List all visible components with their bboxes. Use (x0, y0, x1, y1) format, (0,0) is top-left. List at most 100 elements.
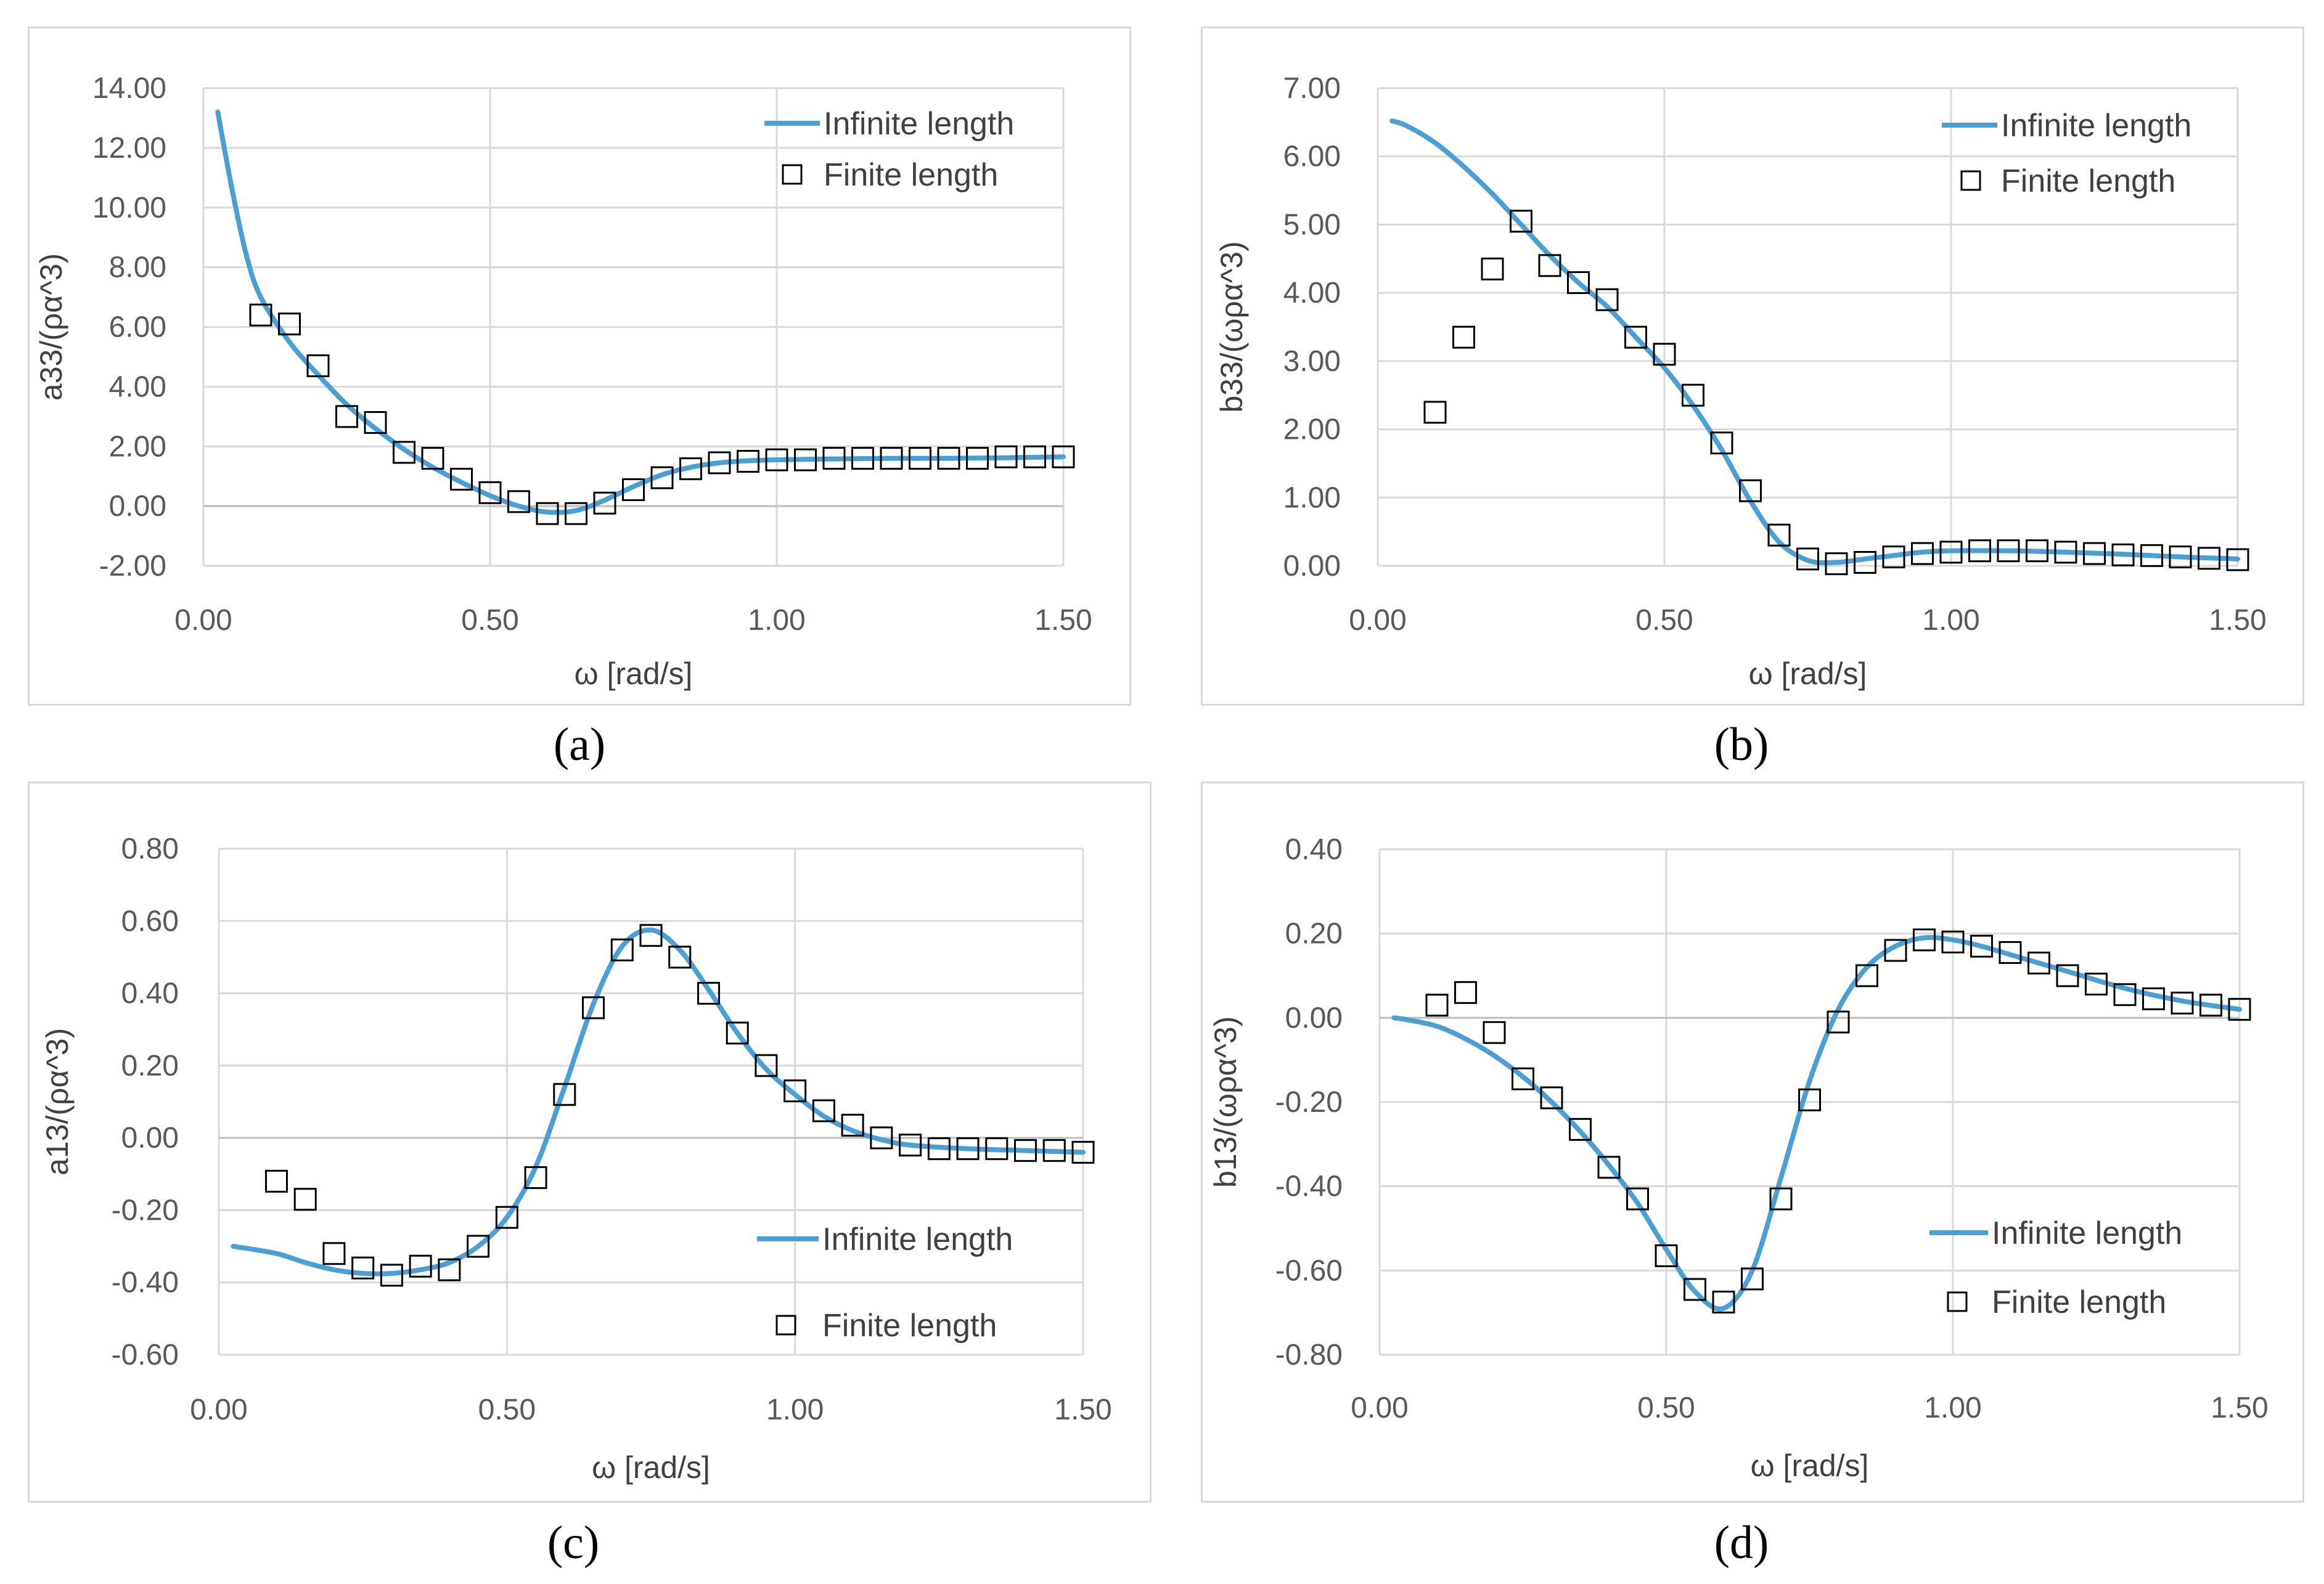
x-tick-label: 1.00 (1922, 604, 1979, 637)
legend-label-finite-length: Finite length (824, 157, 998, 193)
data-point-finite-length (909, 447, 931, 470)
data-point-finite-length (1538, 254, 1561, 277)
data-point-finite-length (2026, 539, 2048, 563)
data-point-finite-length (2085, 973, 2108, 996)
y-tick-label: 0.20 (1285, 918, 1343, 950)
data-point-finite-length (1970, 934, 1993, 958)
y-tick-label: -0.40 (1275, 1170, 1343, 1203)
data-point-finite-length (2083, 542, 2106, 565)
data-point-finite-length (812, 1099, 835, 1122)
data-point-finite-length (1595, 288, 1619, 311)
y-tick-label: 1.00 (1283, 481, 1341, 514)
y-tick-label: 12.00 (92, 132, 166, 165)
data-point-finite-length (2054, 541, 2077, 564)
chart-panel-b (1201, 27, 2304, 706)
data-point-finite-length (784, 1079, 807, 1103)
data-point-finite-length (335, 405, 358, 428)
data-point-finite-length (1023, 445, 1046, 468)
data-point-finite-length (1796, 547, 1819, 571)
data-point-finite-length (1052, 445, 1075, 468)
data-point-finite-length (956, 1137, 980, 1161)
y-tick-label: -0.60 (1275, 1254, 1343, 1287)
legend-label-infinite-length: Infinite length (824, 106, 1014, 142)
data-point-finite-length (794, 448, 817, 472)
y-tick-label: 2.00 (1283, 414, 1341, 446)
x-tick-label: 0.00 (1351, 1392, 1408, 1424)
data-point-finite-length (1512, 1067, 1534, 1090)
caption-a: (a) (553, 719, 606, 770)
data-point-finite-length (1712, 1291, 1735, 1314)
series-line-infinite-length (231, 927, 1086, 1276)
legend-label-infinite-length: Infinite length (822, 1222, 1013, 1257)
x-tick-label: 1.00 (1924, 1392, 1981, 1424)
y-tick-label: 0.00 (109, 490, 166, 523)
y-tick-label: -0.20 (112, 1194, 179, 1227)
x-tick-label: 0.00 (190, 1394, 247, 1426)
y-tick-label: 3.00 (1283, 345, 1341, 378)
data-point-finite-length (1741, 1267, 1764, 1291)
data-point-finite-length (1626, 1187, 1649, 1210)
data-point-finite-length (755, 1054, 778, 1077)
data-point-finite-length (2199, 994, 2222, 1017)
y-tick-label: 7.00 (1283, 72, 1341, 105)
legend-label-infinite-length: Infinite length (1992, 1215, 2182, 1251)
data-point-finite-length (409, 1254, 432, 1278)
x-tick-label: 1.00 (748, 604, 805, 637)
data-point-finite-length (708, 451, 731, 475)
y-tick-label: 0.40 (121, 978, 179, 1010)
data-point-finite-length (1567, 271, 1590, 295)
data-point-finite-length (2228, 998, 2251, 1021)
data-point-finite-length (1569, 1117, 1592, 1141)
data-point-finite-length (737, 449, 759, 473)
data-point-finite-length (553, 1083, 576, 1106)
data-point-finite-length (697, 982, 720, 1005)
data-point-finite-length (421, 447, 444, 470)
data-point-finite-length (593, 491, 616, 515)
y-tick-label: 4.00 (1283, 277, 1341, 309)
data-point-finite-length (582, 996, 605, 1019)
y-tick-label: -0.40 (112, 1267, 179, 1299)
data-point-finite-length (1071, 1141, 1095, 1164)
y-tick-label: 10.00 (92, 192, 166, 224)
data-point-finite-length (870, 1126, 893, 1149)
data-point-finite-length (249, 303, 272, 327)
x-axis-label: ω [rad/s] (1751, 1448, 1869, 1483)
data-point-finite-length (2226, 548, 2249, 571)
data-point-finite-length (1999, 941, 2022, 964)
y-tick-label: -0.80 (1275, 1339, 1343, 1371)
x-tick-label: 0.50 (478, 1394, 536, 1426)
data-point-finite-length (1014, 1139, 1037, 1162)
data-point-finite-length (899, 1133, 922, 1157)
data-point-finite-length (507, 490, 530, 513)
data-point-finite-length (380, 1264, 403, 1287)
data-point-finite-length (994, 445, 1018, 468)
data-point-finite-length (1510, 210, 1532, 233)
data-point-finite-length (668, 945, 692, 969)
y-tick-label: 6.00 (109, 311, 166, 344)
y-tick-label: -0.20 (1275, 1086, 1343, 1119)
data-point-finite-length (1767, 523, 1791, 547)
data-point-finite-length (2111, 543, 2135, 566)
x-tick-label: 0.00 (1349, 604, 1406, 637)
data-point-finite-length (1854, 550, 1876, 574)
data-point-finite-length (927, 1137, 951, 1161)
y-tick-label: 0.80 (121, 833, 179, 865)
data-point-finite-length (1913, 928, 1936, 952)
x-tick-label: 0.50 (1635, 604, 1693, 637)
legend-label-finite-length: Finite length (2001, 163, 2175, 199)
legend: Infinite length Finite length (757, 1222, 1013, 1344)
data-point-finite-length (1739, 479, 1762, 502)
data-point-finite-length (822, 447, 846, 470)
chart-panel-c (28, 782, 1152, 1503)
data-point-finite-length (2056, 964, 2079, 987)
y-axis-label: b33/(ωρα^3) (1214, 241, 1249, 412)
data-point-finite-length (1968, 539, 1991, 563)
data-point-finite-length (450, 468, 473, 491)
data-point-finite-length (1856, 964, 1878, 987)
data-point-finite-length (1798, 1088, 1821, 1112)
y-tick-label: 4.00 (109, 370, 166, 403)
data-point-finite-length (650, 466, 674, 489)
data-point-finite-length (622, 478, 645, 501)
y-axis-label: a13/(ρα^3) (40, 1028, 75, 1175)
